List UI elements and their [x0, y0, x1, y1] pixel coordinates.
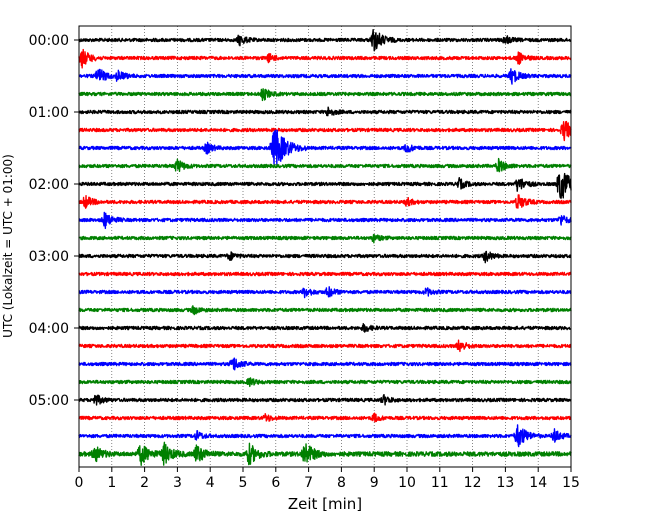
y-tick-label: 00:00	[29, 33, 69, 49]
x-tick-label: 5	[239, 475, 248, 491]
trace-line	[78, 233, 572, 244]
x-tick-label: 12	[464, 475, 482, 491]
x-tick-label: 8	[337, 475, 346, 491]
x-tick-label: 13	[496, 475, 514, 491]
trace-line	[78, 286, 572, 299]
x-tick-label: 3	[173, 475, 182, 491]
trace-line	[78, 441, 572, 466]
trace-line	[78, 194, 572, 209]
x-tick-label: 15	[562, 475, 580, 491]
y-tick-label: 03:00	[29, 249, 69, 265]
y-tick-label: 01:00	[29, 105, 69, 121]
trace-line	[78, 129, 572, 166]
x-tick-label: 11	[431, 475, 449, 491]
x-tick-label: 4	[206, 475, 215, 491]
x-tick-label: 1	[107, 475, 116, 491]
x-tick-label: 0	[75, 475, 84, 491]
trace-line	[78, 271, 572, 277]
y-axis-ticks: 00:00 01:00 02:00 03:00 04:00 05:00	[29, 33, 79, 409]
x-tick-label: 9	[370, 475, 379, 491]
trace-line	[78, 120, 572, 142]
seismic-traces	[78, 28, 572, 466]
trace-line	[78, 211, 572, 230]
trace-line	[78, 172, 572, 199]
trace-line	[78, 88, 572, 102]
x-tick-label: 6	[271, 475, 280, 491]
trace-line	[78, 28, 572, 52]
trace-line	[78, 48, 572, 69]
trace-line	[78, 157, 572, 173]
trace-line	[78, 305, 572, 316]
trace-line	[78, 250, 572, 264]
trace-line	[78, 322, 572, 333]
trace-line	[78, 394, 572, 406]
x-axis-ticks: 0 1 2 3 4 5 6 7 8 9 10 11 12 13 14 15	[75, 467, 580, 491]
trace-line	[78, 339, 572, 353]
trace-line	[78, 424, 572, 448]
plot-frame	[78, 25, 572, 468]
trace-line	[78, 412, 572, 423]
x-tick-label: 2	[140, 475, 149, 491]
trace-line	[78, 106, 572, 117]
trace-line	[78, 68, 572, 85]
trace-line	[78, 357, 572, 371]
y-axis-label: UTC (Lokalzeit = UTC + 01:00)	[1, 154, 15, 338]
y-tick-label: 04:00	[29, 321, 69, 337]
x-tick-label: 7	[304, 475, 313, 491]
x-tick-label: 10	[398, 475, 416, 491]
x-axis-label: Zeit [min]	[288, 495, 362, 513]
y-tick-label: 05:00	[29, 393, 69, 409]
x-tick-label: 14	[529, 475, 547, 491]
trace-line	[78, 377, 572, 388]
y-tick-label: 02:00	[29, 177, 69, 193]
